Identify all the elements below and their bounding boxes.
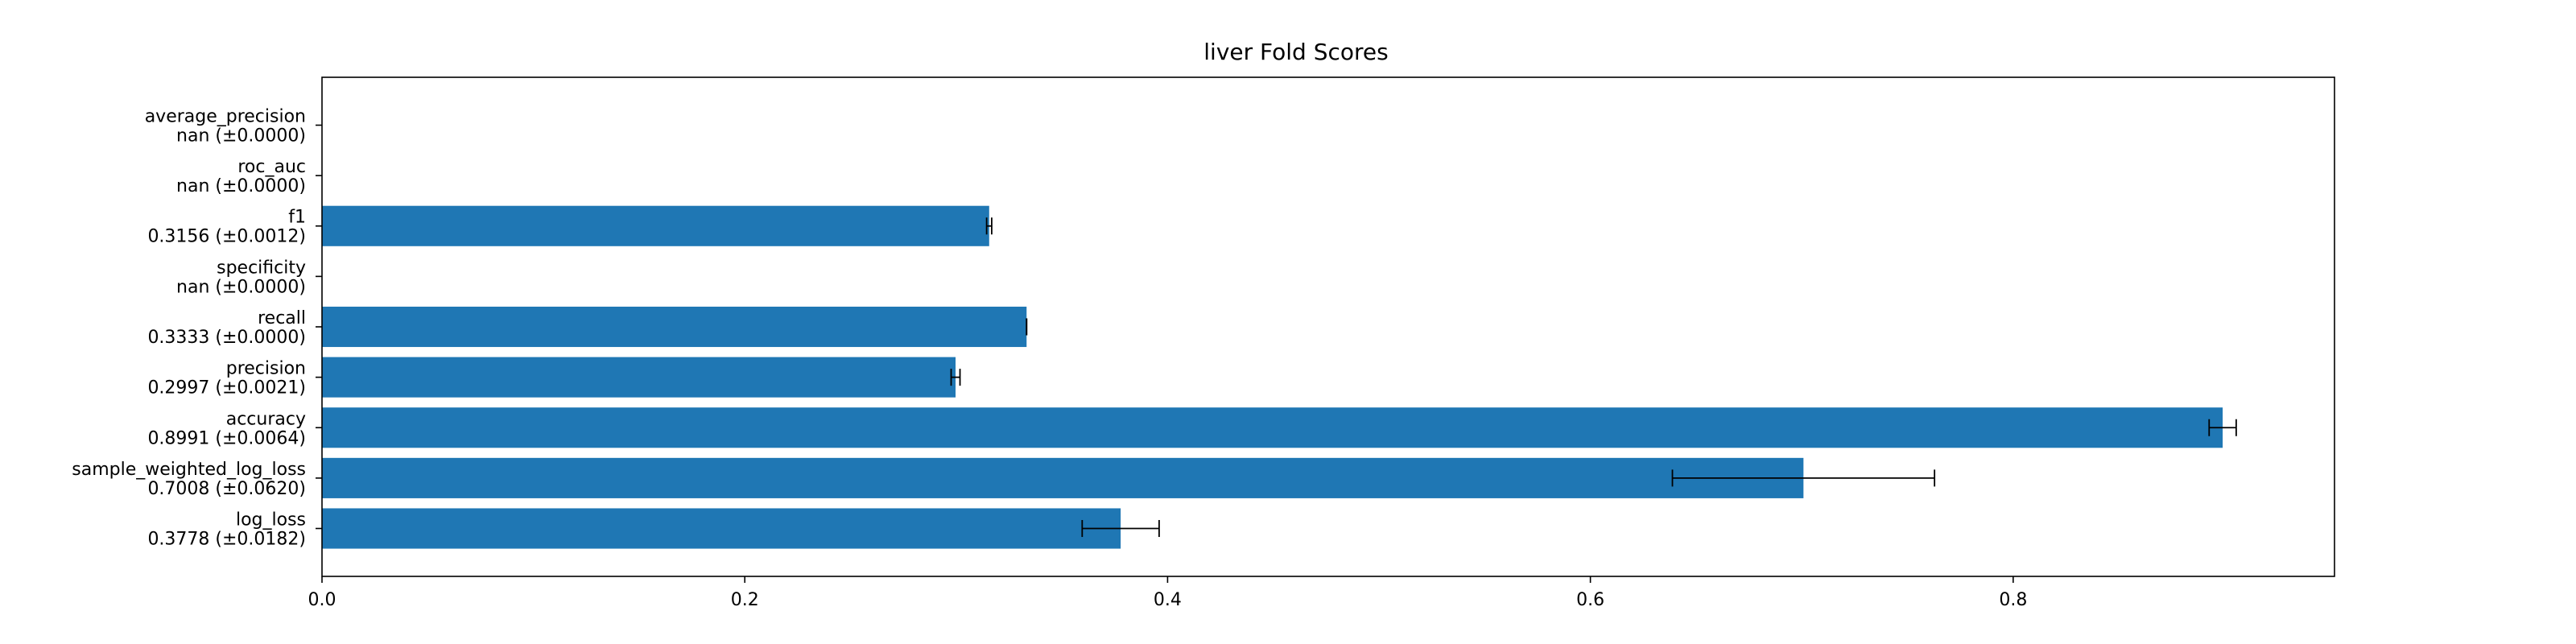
error-bar-sample-weighted-log-loss [1671,469,1936,487]
bar-recall [322,306,1027,348]
bar-f1 [322,205,989,246]
y-tick-score-specificity: nan (±0.0000) [176,277,306,297]
y-tick-label-recall: recall [258,308,306,328]
y-tick-label-accuracy: accuracy [226,409,306,429]
error-bar-precision [950,369,961,386]
chart-title: liver Fold Scores [1203,39,1388,65]
y-tick-score-log-loss: 0.3778 (±0.0182) [147,530,306,550]
x-tick-label: 0.4 [1154,590,1182,610]
x-tick-label: 0.8 [1999,590,2027,610]
error-bar-log-loss [1081,519,1160,538]
y-tick-score-recall: 0.3333 (±0.0000) [147,328,306,348]
y-tick-score-average-precision: nan (±0.0000) [176,126,306,146]
bar-sample-weighted-log-loss [322,457,1804,498]
y-tick-label-specificity: specificity [217,258,306,278]
y-tick-score-precision: 0.2997 (±0.0021) [147,378,306,398]
y-tick-label-precision: precision [226,359,306,379]
y-tick-score-sample-weighted-log-loss: 0.7008 (±0.0620) [147,479,306,499]
error-bars-layer [950,217,2237,538]
bar-accuracy [322,407,2223,448]
y-tick-label-log-loss: log_loss [236,510,306,530]
y-tick-score-accuracy: 0.8991 (±0.0064) [147,428,306,448]
y-tick-label-roc-auc: roc_auc [237,157,306,177]
y-tick-score-roc-auc: nan (±0.0000) [176,176,306,196]
y-tick-label-f1: f1 [288,208,306,228]
y-tick-label-average-precision: average_precision [145,106,306,126]
bar-precision [322,357,956,398]
error-bar-f1 [985,217,993,235]
bar-log-loss [322,508,1121,549]
x-tick-label: 0.0 [308,590,336,610]
x-tick-label: 0.6 [1576,590,1604,610]
y-tick-score-f1: 0.3156 (±0.0012) [147,227,306,247]
bars-layer [322,205,2223,549]
x-axis: 0.0 0.2 0.4 0.6 0.8 [308,576,2027,610]
y-tick-label-sample-weighted-log-loss: sample_weighted_log_loss [72,460,306,480]
x-tick-label: 0.2 [731,590,759,610]
error-bar-accuracy [2208,419,2237,436]
